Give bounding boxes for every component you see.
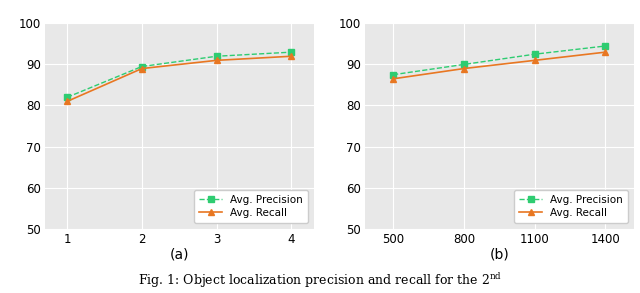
Avg. Recall <box>531 59 538 62</box>
Line: Avg. Precision: Avg. Precision <box>65 50 294 100</box>
Avg. Recall <box>287 54 295 58</box>
Avg. Precision <box>531 52 538 56</box>
Avg. Recall <box>63 100 71 103</box>
Avg. Precision <box>460 63 468 66</box>
Legend: Avg. Precision, Avg. Recall: Avg. Precision, Avg. Recall <box>514 190 628 223</box>
Avg. Precision <box>63 96 71 99</box>
Avg. Recall <box>138 67 146 70</box>
Avg. Recall <box>389 77 397 81</box>
Avg. Recall <box>460 67 468 70</box>
Line: Avg. Recall: Avg. Recall <box>390 49 609 82</box>
Avg. Precision <box>287 50 295 54</box>
Line: Avg. Precision: Avg. Precision <box>390 43 608 77</box>
Avg. Recall <box>212 59 220 62</box>
Text: (a): (a) <box>170 248 189 262</box>
Line: Avg. Recall: Avg. Recall <box>64 53 294 105</box>
Avg. Precision <box>602 44 609 48</box>
Avg. Recall <box>602 50 609 54</box>
Avg. Precision <box>138 65 146 68</box>
Avg. Precision <box>389 73 397 76</box>
Avg. Precision <box>212 54 220 58</box>
Text: (b): (b) <box>490 248 509 262</box>
Legend: Avg. Precision, Avg. Recall: Avg. Precision, Avg. Recall <box>194 190 308 223</box>
Text: Fig. 1: Object localization precision and recall for the 2$^{\mathregular{nd}}$: Fig. 1: Object localization precision an… <box>138 271 502 290</box>
